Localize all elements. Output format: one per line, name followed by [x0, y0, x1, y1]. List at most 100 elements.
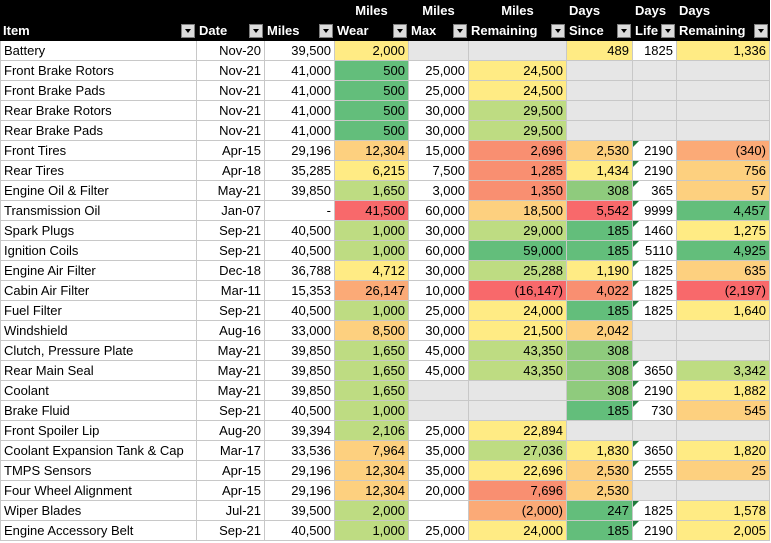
cell-item[interactable]: Transmission Oil — [0, 200, 197, 221]
cell-item[interactable]: Front Brake Rotors — [0, 60, 197, 81]
cell-item[interactable]: Clutch, Pressure Plate — [0, 340, 197, 361]
cell-miles-remaining[interactable]: 21,500 — [468, 320, 567, 341]
cell-miles-wear[interactable]: 1,650 — [334, 380, 409, 401]
cell-days-remaining[interactable] — [676, 480, 770, 501]
cell-days-since[interactable] — [566, 100, 633, 121]
cell-days-remaining[interactable] — [676, 320, 770, 341]
cell-miles-remaining[interactable]: 43,350 — [468, 360, 567, 381]
cell-miles-remaining[interactable]: 59,000 — [468, 240, 567, 261]
cell-days-life[interactable] — [632, 320, 677, 341]
cell-days-life[interactable] — [632, 420, 677, 441]
cell-days-life[interactable] — [632, 80, 677, 101]
cell-date[interactable]: Sep-21 — [196, 300, 265, 321]
cell-days-remaining[interactable]: 1,578 — [676, 500, 770, 521]
cell-miles[interactable]: 41,000 — [264, 60, 335, 81]
cell-date[interactable]: Dec-18 — [196, 260, 265, 281]
cell-days-since[interactable]: 2,530 — [566, 140, 633, 161]
cell-miles-max[interactable]: 30,000 — [408, 320, 469, 341]
cell-days-remaining[interactable] — [676, 80, 770, 101]
cell-date[interactable]: Sep-21 — [196, 400, 265, 421]
cell-miles-remaining[interactable]: 2,696 — [468, 140, 567, 161]
cell-miles-wear[interactable]: 4,712 — [334, 260, 409, 281]
cell-date[interactable]: May-21 — [196, 180, 265, 201]
filter-dropdown-miles-button[interactable] — [319, 24, 333, 38]
cell-miles-wear[interactable]: 1,000 — [334, 400, 409, 421]
cell-miles-max[interactable]: 35,000 — [408, 440, 469, 461]
cell-days-remaining[interactable]: 1,882 — [676, 380, 770, 401]
cell-days-life[interactable]: 9999 — [632, 200, 677, 221]
cell-date[interactable]: May-21 — [196, 360, 265, 381]
cell-item[interactable]: Front Brake Pads — [0, 80, 197, 101]
filter-dropdown-item-button[interactable] — [181, 24, 195, 38]
cell-miles-wear[interactable]: 1,650 — [334, 340, 409, 361]
cell-miles[interactable]: 29,196 — [264, 460, 335, 481]
cell-miles-remaining[interactable]: (2,000) — [468, 500, 567, 521]
cell-days-life[interactable]: 2190 — [632, 160, 677, 181]
cell-days-remaining[interactable]: 1,275 — [676, 220, 770, 241]
cell-date[interactable]: Nov-21 — [196, 60, 265, 81]
cell-miles-max[interactable]: 35,000 — [408, 460, 469, 481]
cell-date[interactable]: Aug-20 — [196, 420, 265, 441]
cell-days-life[interactable] — [632, 60, 677, 81]
cell-item[interactable]: Battery — [0, 40, 197, 61]
cell-item[interactable]: Engine Accessory Belt — [0, 520, 197, 541]
cell-days-remaining[interactable] — [676, 420, 770, 441]
cell-miles-wear[interactable]: 2,106 — [334, 420, 409, 441]
cell-item[interactable]: Coolant — [0, 380, 197, 401]
cell-days-remaining[interactable] — [676, 120, 770, 141]
filter-dropdown-days-since-button[interactable] — [617, 24, 631, 38]
filter-dropdown-miles-max-button[interactable] — [453, 24, 467, 38]
cell-miles-max[interactable]: 25,000 — [408, 60, 469, 81]
cell-miles[interactable]: - — [264, 200, 335, 221]
cell-miles-remaining[interactable] — [468, 400, 567, 421]
cell-item[interactable]: Four Wheel Alignment — [0, 480, 197, 501]
cell-miles-remaining[interactable]: 25,288 — [468, 260, 567, 281]
cell-miles-max[interactable] — [408, 500, 469, 521]
cell-item[interactable]: Fuel Filter — [0, 300, 197, 321]
cell-miles-remaining[interactable]: (16,147) — [468, 280, 567, 301]
cell-date[interactable]: Mar-11 — [196, 280, 265, 301]
filter-dropdown-days-life-button[interactable] — [661, 24, 675, 38]
cell-miles-max[interactable]: 25,000 — [408, 300, 469, 321]
cell-miles[interactable]: 41,000 — [264, 80, 335, 101]
cell-date[interactable]: Sep-21 — [196, 240, 265, 261]
cell-miles[interactable]: 39,850 — [264, 380, 335, 401]
cell-date[interactable]: May-21 — [196, 340, 265, 361]
cell-days-life[interactable]: 365 — [632, 180, 677, 201]
cell-miles[interactable]: 36,788 — [264, 260, 335, 281]
cell-days-since[interactable]: 185 — [566, 220, 633, 241]
filter-dropdown-days-remaining-button[interactable] — [754, 24, 768, 38]
cell-miles[interactable]: 41,000 — [264, 120, 335, 141]
cell-days-since[interactable]: 489 — [566, 40, 633, 61]
cell-item[interactable]: TMPS Sensors — [0, 460, 197, 481]
cell-days-life[interactable]: 1825 — [632, 300, 677, 321]
cell-miles-max[interactable]: 30,000 — [408, 120, 469, 141]
cell-days-life[interactable]: 2190 — [632, 520, 677, 541]
cell-days-life[interactable]: 2190 — [632, 140, 677, 161]
cell-days-remaining[interactable]: 1,820 — [676, 440, 770, 461]
cell-days-since[interactable]: 2,042 — [566, 320, 633, 341]
cell-days-life[interactable]: 2555 — [632, 460, 677, 481]
cell-days-remaining[interactable]: 4,925 — [676, 240, 770, 261]
cell-days-since[interactable]: 185 — [566, 400, 633, 421]
cell-miles-max[interactable]: 15,000 — [408, 140, 469, 161]
cell-miles-wear[interactable]: 2,000 — [334, 500, 409, 521]
cell-item[interactable]: Cabin Air Filter — [0, 280, 197, 301]
cell-miles[interactable]: 40,500 — [264, 300, 335, 321]
cell-days-since[interactable]: 2,530 — [566, 480, 633, 501]
cell-miles-wear[interactable]: 12,304 — [334, 460, 409, 481]
cell-miles-remaining[interactable]: 29,500 — [468, 120, 567, 141]
filter-dropdown-miles-wear-button[interactable] — [393, 24, 407, 38]
cell-miles[interactable]: 15,353 — [264, 280, 335, 301]
cell-date[interactable]: Apr-15 — [196, 140, 265, 161]
cell-days-life[interactable] — [632, 480, 677, 501]
cell-miles[interactable]: 35,285 — [264, 160, 335, 181]
cell-miles-wear[interactable]: 6,215 — [334, 160, 409, 181]
cell-days-since[interactable]: 185 — [566, 240, 633, 261]
cell-miles-max[interactable]: 60,000 — [408, 240, 469, 261]
cell-days-since[interactable]: 185 — [566, 300, 633, 321]
cell-item[interactable]: Front Spoiler Lip — [0, 420, 197, 441]
cell-item[interactable]: Windshield — [0, 320, 197, 341]
cell-miles[interactable]: 41,000 — [264, 100, 335, 121]
cell-miles-max[interactable]: 60,000 — [408, 200, 469, 221]
